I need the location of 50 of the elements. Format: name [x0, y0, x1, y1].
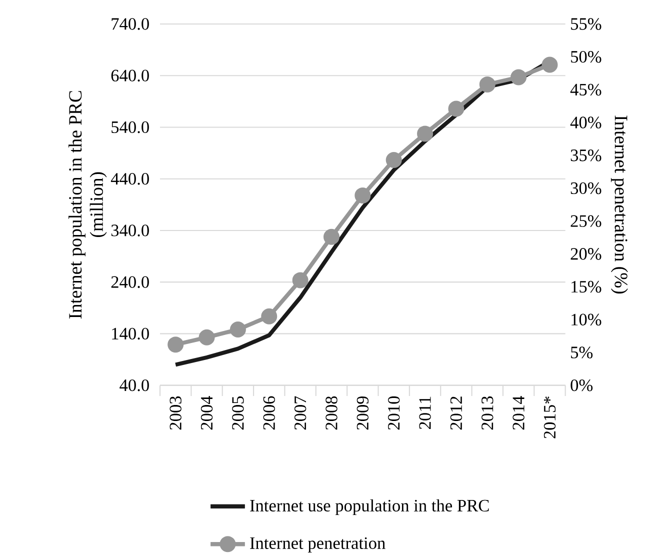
point	[230, 321, 246, 338]
y2-tick-label: 35%	[570, 149, 602, 162]
point	[448, 100, 464, 117]
y-tick-label: 240.0	[111, 276, 149, 288]
y-tick-label: 340.0	[111, 224, 149, 236]
x-tick-label: 2013	[482, 396, 494, 430]
y2-tick-label: 55%	[571, 18, 602, 30]
y2-tick-label: 30%	[570, 182, 602, 194]
point	[261, 308, 278, 324]
x-tick-label: 2005	[232, 396, 244, 430]
y-tick-label: 540.0	[112, 121, 149, 134]
y-tick-label: 140.0	[112, 328, 149, 340]
y2-tick-label: 5%	[571, 346, 593, 358]
y-tick-label: 40.0	[120, 379, 149, 392]
x-tick-label: 2015*	[544, 396, 556, 438]
point	[198, 329, 215, 346]
x-tick-label: 2008	[326, 396, 338, 430]
point	[510, 69, 527, 86]
x-tick-label: 2003	[170, 396, 182, 430]
x-tick-label: 2014	[512, 396, 524, 430]
x-tick-label: 2012	[450, 396, 462, 430]
y-tick-label: 640.0	[111, 70, 149, 82]
y2-axis-title: Internet penetration (%)	[610, 116, 628, 294]
point	[386, 152, 402, 168]
y2-tick-label: 50%	[571, 50, 602, 63]
point	[542, 56, 558, 73]
x-tick-label: 2006	[263, 396, 275, 430]
point	[417, 126, 434, 142]
x-tick-label: 2011	[419, 396, 431, 429]
x-tick-label: 2009	[356, 396, 369, 430]
x-tick-label: 2007	[294, 396, 306, 430]
y2-tick-label: 25%	[570, 215, 602, 227]
y-tick-label: 440.0	[110, 172, 149, 185]
point	[479, 76, 496, 92]
legend-label: Internet penetration	[250, 537, 386, 552]
y-axis-title: Internet population in the PRC (million)	[68, 91, 107, 318]
y2-tick-label: 10%	[572, 314, 602, 326]
point	[354, 187, 371, 204]
point	[323, 228, 340, 245]
point	[292, 272, 308, 288]
x-tick-label: 2004	[200, 396, 213, 430]
y2-tick-label: 20%	[570, 248, 602, 260]
y2-tick-label: 15%	[572, 280, 602, 293]
legend-label: Internet use population in the PRC	[250, 499, 489, 515]
y2-tick-label: 40%	[570, 116, 602, 128]
y2-tick-label: 0%	[570, 379, 593, 392]
point	[168, 336, 184, 353]
x-tick-label: 2010	[388, 396, 400, 430]
y2-tick-label: 45%	[570, 84, 602, 96]
y-tick-label: 740.0	[112, 18, 149, 30]
